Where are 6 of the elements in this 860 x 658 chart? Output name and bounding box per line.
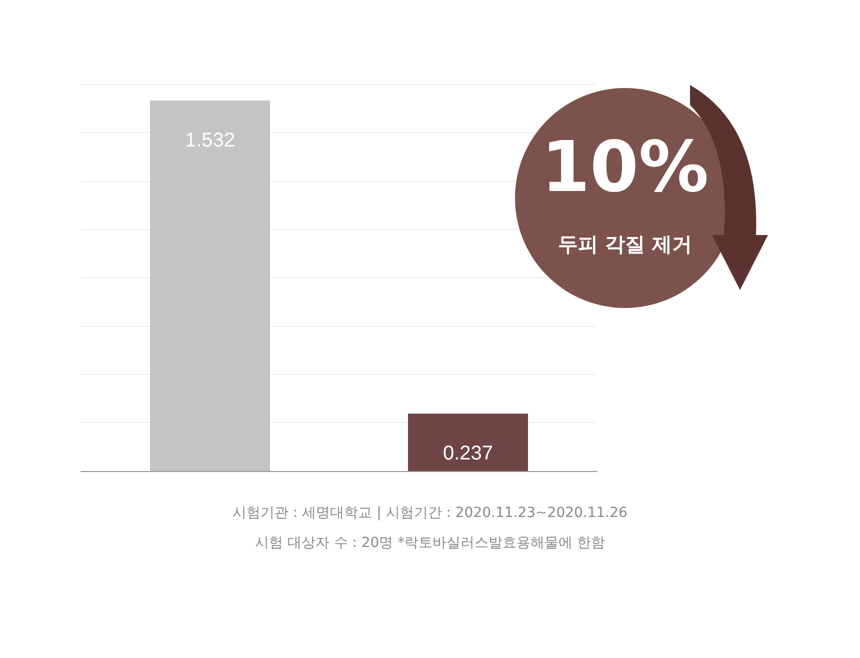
- text: 시험기관 : 세명대학교 | 시험기간 : 2020.11.23~2020.11.26: [232, 504, 628, 523]
- data-label: 0.237: [442, 442, 494, 465]
- annotation: 두피 각질 제거: [557, 231, 693, 258]
- data-label: 1.532: [184, 129, 236, 152]
- annotation: 10%: [540, 126, 710, 208]
- text: 시험 대상자 수 : 20명 *락토바실러스발효용해물에 한함: [254, 534, 606, 553]
